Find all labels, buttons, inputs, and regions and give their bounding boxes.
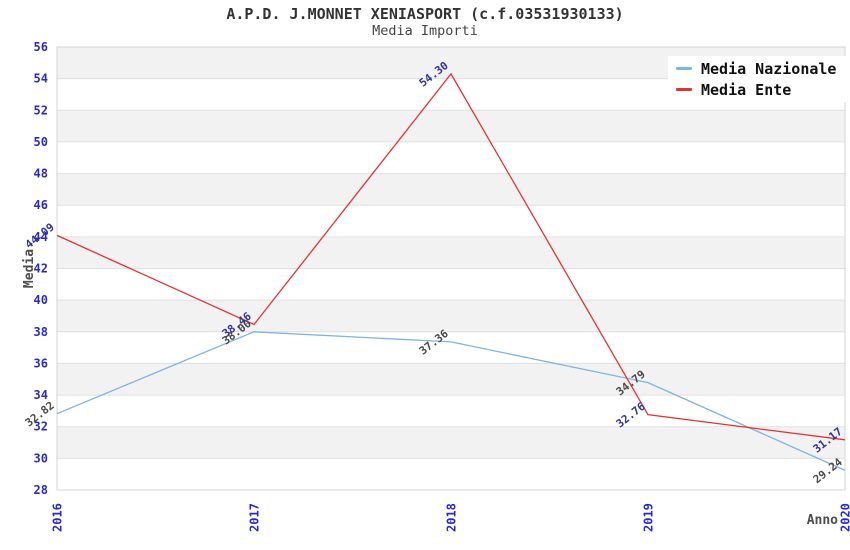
legend: Media Nazionale Media Ente xyxy=(668,56,846,102)
y-tick-label: 34 xyxy=(34,388,48,402)
series-line-media-ente xyxy=(56,72,846,441)
y-tick-label: 42 xyxy=(34,262,48,276)
grid-band xyxy=(57,236,845,269)
grid-band xyxy=(57,110,845,142)
media-ente-line-swatch xyxy=(676,88,692,91)
x-tick-label: 2019 xyxy=(642,503,656,532)
y-tick-label: 44 xyxy=(34,230,48,244)
value-label-media-ente: 44.09 xyxy=(23,221,57,252)
legend-item-media-ente: Media Ente xyxy=(676,81,846,99)
chart-title: A.P.D. J.MONNET XENIASPORT (c.f.03531930… xyxy=(226,5,624,23)
legend-item-media-nazionale: Media Nazionale xyxy=(676,60,846,78)
y-tick-label: 46 xyxy=(34,198,48,212)
y-tick-label: 28 xyxy=(34,483,48,497)
legend-label-media-ente: Media Ente xyxy=(701,80,792,99)
x-tick-label: 2016 xyxy=(51,503,65,532)
y-tick-label: 48 xyxy=(34,167,48,181)
y-tick-label: 36 xyxy=(34,356,48,370)
y-tick-label: 32 xyxy=(34,420,48,434)
grid-band xyxy=(57,426,845,459)
grid-band xyxy=(57,173,845,206)
x-axis-title: Anno xyxy=(807,513,838,528)
y-tick-label: 52 xyxy=(34,103,48,117)
grid-band xyxy=(57,363,845,396)
y-tick-label: 50 xyxy=(34,135,48,149)
y-tick-label: 30 xyxy=(34,451,48,465)
series-line-media-nazionale xyxy=(56,331,846,471)
value-label-media-ente: 32.76 xyxy=(614,400,648,431)
y-tick-label: 56 xyxy=(34,40,48,54)
chart-subtitle: Media Importi xyxy=(372,23,478,39)
x-tick-label: 2020 xyxy=(839,503,850,532)
y-tick-label: 54 xyxy=(34,72,48,86)
x-tick-label: 2018 xyxy=(445,503,459,532)
y-tick-label: 38 xyxy=(34,325,48,339)
value-label-media-nazionale: 29.24 xyxy=(811,455,845,486)
plot-border xyxy=(56,46,846,491)
y-tick-label: 40 xyxy=(34,293,48,307)
x-tick-label: 2017 xyxy=(248,503,262,532)
legend-label-media-nazionale: Media Nazionale xyxy=(701,59,837,78)
media-nazionale-line-swatch xyxy=(676,67,692,70)
y-axis-title: Media xyxy=(22,249,37,288)
grid-band xyxy=(57,300,845,332)
